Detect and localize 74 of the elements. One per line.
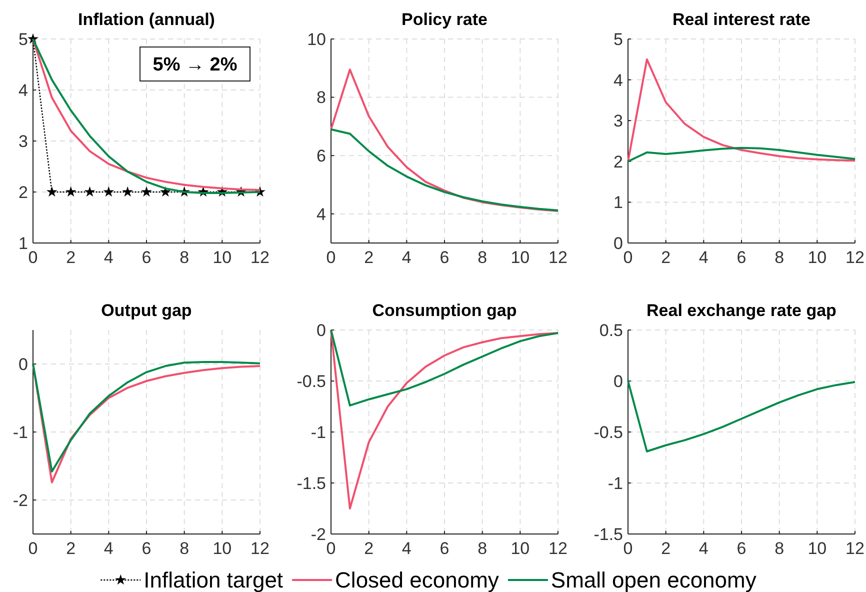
y-tick-label: -1: [12, 422, 28, 442]
x-tick-label: 4: [698, 539, 708, 558]
y-tick-label: 10: [307, 30, 326, 49]
x-tick-label: 12: [846, 248, 864, 267]
x-tick-label: 8: [180, 539, 190, 558]
x-tick-label: 8: [180, 248, 190, 267]
x-tick-label: 6: [440, 248, 450, 267]
y-tick-label: 1: [614, 193, 623, 212]
x-tick-label: 10: [510, 248, 530, 267]
x-tick-label: 4: [104, 248, 114, 267]
y-tick-label: 2: [18, 182, 28, 202]
x-tick-label: 2: [364, 248, 374, 267]
x-tick-label: 12: [548, 539, 568, 558]
x-tick-label: 2: [364, 539, 374, 558]
chart-title: Consumption gap: [372, 301, 517, 320]
chart-title: Output gap: [101, 301, 192, 320]
x-tick-label: 6: [440, 539, 450, 558]
x-tick-label: 12: [250, 539, 270, 558]
y-tick-label: 8: [316, 88, 326, 108]
y-tick-label: 0: [614, 234, 623, 253]
x-tick-label: 12: [548, 248, 568, 267]
x-tick-label: 4: [104, 539, 114, 558]
x-tick-label: 10: [808, 539, 827, 558]
y-tick-label: 4: [614, 70, 623, 90]
y-tick-label: 5: [18, 30, 28, 49]
x-tick-label: 2: [661, 539, 671, 558]
x-tick-label: 2: [66, 248, 76, 267]
y-tick-label: -1.5: [296, 474, 326, 493]
x-tick-label: 10: [808, 248, 827, 267]
x-tick-label: 4: [698, 248, 708, 267]
x-tick-label: 6: [736, 539, 746, 558]
y-tick-label: 0: [614, 372, 623, 391]
y-tick-label: -2: [12, 490, 28, 510]
y-tick-label: -1: [608, 474, 623, 493]
legend-label: Inflation target: [144, 568, 284, 592]
x-tick-label: 8: [478, 248, 488, 267]
y-tick-label: 6: [316, 146, 326, 166]
y-tick-label: 4: [316, 204, 326, 224]
y-tick-label: 4: [18, 80, 28, 100]
x-tick-label: 12: [250, 248, 270, 267]
x-tick-label: 8: [478, 539, 488, 558]
chart-title: Real exchange rate gap: [646, 301, 836, 320]
y-tick-label: 1: [18, 234, 28, 253]
chart-title: Real interest rate: [672, 10, 810, 29]
x-tick-label: 10: [212, 248, 232, 267]
x-tick-label: 8: [774, 248, 784, 267]
x-tick-label: 10: [212, 539, 232, 558]
y-tick-label: 0: [18, 354, 28, 374]
x-tick-label: 6: [142, 539, 152, 558]
y-tick-label: 3: [614, 112, 623, 131]
y-tick-label: -0.5: [594, 422, 623, 442]
x-tick-label: 4: [402, 539, 412, 558]
x-tick-label: 6: [142, 248, 152, 267]
chart-title: Inflation (annual): [78, 10, 215, 29]
x-tick-label: 10: [510, 539, 530, 558]
y-tick-label: 2: [614, 152, 623, 172]
legend-label: Closed economy: [335, 568, 499, 592]
y-tick-label: 5: [614, 30, 623, 49]
x-tick-label: 4: [402, 248, 412, 267]
x-tick-label: 2: [66, 539, 76, 558]
x-tick-label: 6: [736, 248, 746, 267]
annotation: 5% → 2%: [152, 54, 238, 76]
y-tick-label: 0.5: [599, 320, 623, 340]
y-tick-label: 0: [316, 320, 326, 340]
y-tick-label: 3: [18, 132, 28, 151]
x-tick-label: 8: [774, 539, 784, 558]
legend-label: Small open economy: [550, 568, 756, 592]
x-tick-label: 2: [661, 248, 671, 267]
y-tick-label: -1: [310, 422, 326, 442]
chart-title: Policy rate: [402, 10, 488, 29]
x-tick-label: 12: [846, 539, 864, 558]
y-tick-label: -0.5: [296, 372, 326, 391]
y-tick-label: -1.5: [594, 524, 623, 544]
y-tick-label: -2: [310, 524, 326, 544]
